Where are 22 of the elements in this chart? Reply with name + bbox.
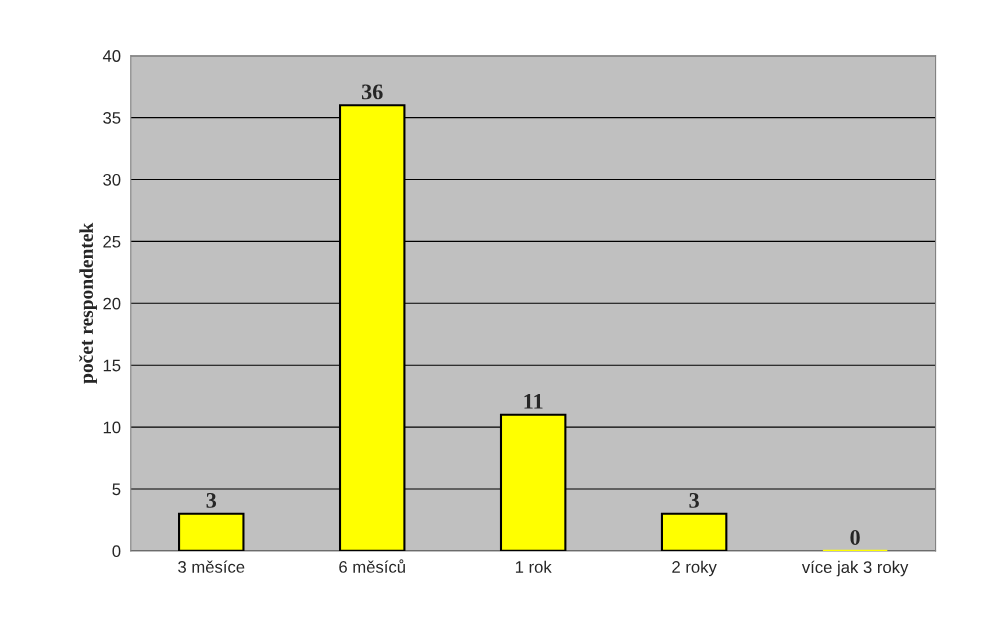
y-tick-label: 5 <box>112 483 121 496</box>
data-label: 11 <box>524 393 543 409</box>
y-tick-label: 35 <box>103 112 121 124</box>
x-tick-label: 2 roky <box>672 560 717 577</box>
y-tick-label: 10 <box>103 421 121 434</box>
data-label: 3 <box>206 492 217 508</box>
y-tick-label: 0 <box>112 545 121 558</box>
data-label: 0 <box>850 530 860 546</box>
data-label: 3 <box>689 492 699 508</box>
bar <box>660 512 728 551</box>
y-tick-label: 40 <box>102 50 121 62</box>
bar <box>178 512 245 551</box>
x-tick-label: více jak 3 roky <box>801 560 909 577</box>
y-tick-label: 15 <box>103 359 121 372</box>
x-tick-label: 3 měsíce <box>178 560 245 573</box>
data-label: 36 <box>361 84 383 100</box>
y-tick-label: 25 <box>103 235 121 248</box>
y-tick-label: 30 <box>103 173 121 186</box>
y-axis-title: počet respondentek <box>79 222 97 384</box>
x-tick-label: 6 měsíců <box>339 559 405 573</box>
y-tick-label: 20 <box>103 297 121 310</box>
x-tick-label: 1 rok <box>515 560 552 573</box>
